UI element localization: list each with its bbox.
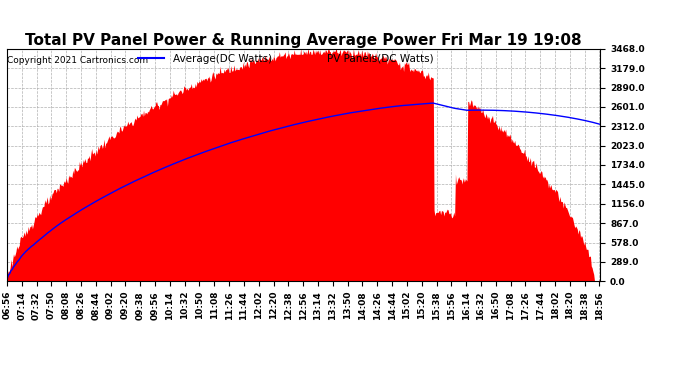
Text: Copyright 2021 Cartronics.com: Copyright 2021 Cartronics.com [8,56,148,65]
Legend: Average(DC Watts), PV Panels(DC Watts): Average(DC Watts), PV Panels(DC Watts) [138,54,433,64]
Title: Total PV Panel Power & Running Average Power Fri Mar 19 19:08: Total PV Panel Power & Running Average P… [26,33,582,48]
